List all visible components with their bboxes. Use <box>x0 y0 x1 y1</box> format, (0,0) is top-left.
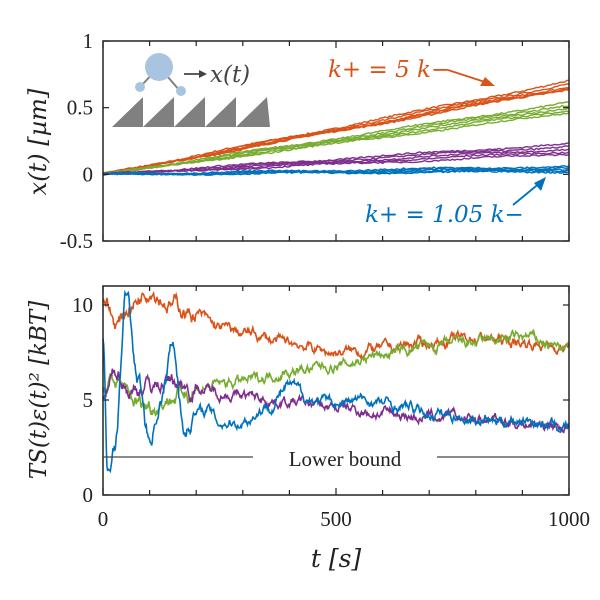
annotation-k5-arrow <box>447 69 489 84</box>
top-trace <box>102 89 570 176</box>
bead-large <box>145 53 173 81</box>
top-ytick-label: -0.5 <box>60 229 93 253</box>
inset-illustration: x(t) <box>112 53 270 127</box>
bottom-ytick-label: 10 <box>72 293 93 317</box>
top-ytick-label: 1 <box>83 29 94 53</box>
bottom-series-blue <box>102 289 570 474</box>
annotation-k5: k+ = 5 k− <box>328 57 450 83</box>
bottom-panel: 0 5 10 0 500 1000 Lower bound TS(t)ε(t)² [kBT… <box>26 285 590 573</box>
annotation-k105-arrow <box>512 181 542 206</box>
top-trace <box>102 170 570 176</box>
annotation-k105-arrowhead <box>534 177 546 191</box>
top-series-group <box>102 79 570 176</box>
top-y-axis-label: x(t) [µm] <box>24 88 52 195</box>
bottom-ticks: 0 5 10 0 500 1000 <box>72 286 590 531</box>
bottom-series-group <box>102 289 570 474</box>
bottom-xtick-label: 1000 <box>548 507 590 531</box>
arrow-icon <box>199 70 207 78</box>
inset-label: x(t) <box>210 62 250 88</box>
top-ticks: -0.5 0 0.5 1 <box>60 29 570 253</box>
top-series-blue <box>102 164 570 176</box>
bottom-ytick-label: 0 <box>83 483 94 507</box>
ratchet-teeth <box>112 97 270 127</box>
top-ytick-label: 0 <box>83 162 94 186</box>
top-series-purple <box>102 142 570 176</box>
lower-bound-label: Lower bound <box>289 447 402 471</box>
top-trace <box>102 142 570 176</box>
top-series-orange <box>102 79 570 176</box>
bottom-ytick-label: 5 <box>83 388 94 412</box>
bottom-series-green <box>102 328 570 417</box>
bottom-series-orange <box>102 290 570 360</box>
annotation-k105: k+ = 1.05 k− <box>365 202 524 228</box>
top-trace <box>102 112 570 176</box>
annotation-k5-arrowhead <box>480 77 495 86</box>
top-series-green <box>102 101 570 176</box>
bottom-xtick-label: 500 <box>320 507 352 531</box>
x-axis-label: t [s] <box>311 544 362 573</box>
bead-small-right <box>176 86 186 96</box>
top-ytick-label: 0.5 <box>67 96 93 120</box>
top-panel: -0.5 0 0.5 1 x(t) k+ = 5 k− k+ = 1.05 k− x(… <box>24 29 570 253</box>
bead-small-left <box>135 82 145 92</box>
top-trace <box>102 153 570 176</box>
bottom-xtick-label: 0 <box>98 507 109 531</box>
bottom-y-axis-label: TS(t)ε(t)² [kBT] <box>26 301 52 480</box>
